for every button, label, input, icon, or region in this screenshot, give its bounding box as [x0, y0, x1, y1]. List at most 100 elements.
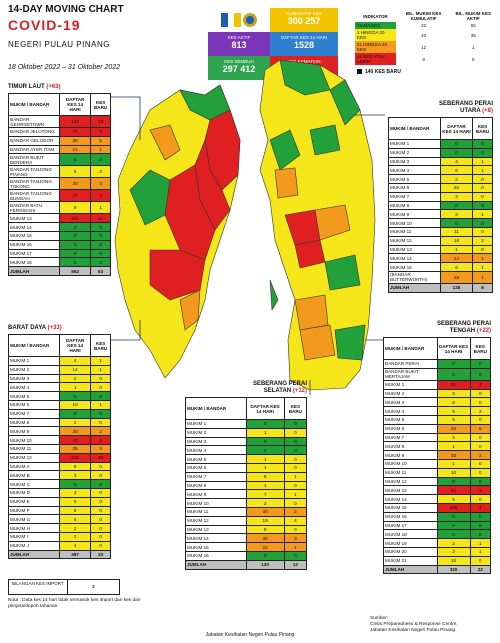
- table-row: BANDAR JELUTONG 75 8: [8, 127, 111, 137]
- cases-14d: 8: [245, 524, 285, 535]
- cases-14d: 0: [440, 200, 473, 211]
- header-cell: MUKIM / BANDAR: [8, 93, 60, 116]
- new-cases: 1: [471, 270, 494, 284]
- area-name: MUKIM 10: [8, 435, 60, 445]
- table-row: BANDAR PERAI 0 0: [383, 359, 492, 369]
- new-cases: 3: [90, 165, 111, 179]
- new-cases: 0: [471, 200, 494, 211]
- stat-tile: KES SEMBUH 297 412: [208, 56, 270, 80]
- area-name: MUKIM B: [8, 470, 60, 481]
- table-row: MUKIM 13 41 2: [383, 485, 492, 496]
- new-cases: 2: [471, 235, 494, 246]
- area-name: MUKIM 14: [8, 222, 60, 232]
- table-row: MUKIM 16 0 0: [8, 239, 111, 250]
- indicator-label: 21 HINGGA 40 KES: [355, 41, 396, 53]
- area-name: MUKIM 2: [8, 364, 60, 375]
- total-row: JUMLAH 387 33: [8, 549, 111, 560]
- header-cell: MUKIM / BANDAR: [388, 117, 441, 140]
- new-cases: 0: [471, 218, 494, 228]
- cases-14d: 24: [440, 253, 473, 264]
- cases-14d: 1: [245, 454, 285, 464]
- new-cases: 1: [471, 156, 494, 167]
- area-name: MUKIM 10: [388, 218, 441, 228]
- area-name: MUKIM 20: [383, 546, 438, 557]
- new-cases: 8: [90, 127, 111, 137]
- table-row: MUKIM 10 43 5: [8, 435, 111, 445]
- area-name: MUKIM 7: [8, 408, 60, 419]
- area-name: MUKIM 1: [185, 419, 247, 429]
- header-cell: MUKIM / BANDAR: [185, 397, 247, 420]
- cases-14d: 0: [245, 550, 285, 561]
- area-name: MUKIM 9: [8, 426, 60, 437]
- district-title: BARAT DAYA (+33): [8, 325, 108, 332]
- cases-14d: 0: [436, 476, 471, 487]
- table-row: MUKIM 15 106 4: [383, 502, 492, 513]
- area-name: BANDAR TANJONG TOKONG: [8, 177, 60, 191]
- area-name: MUKIM 11: [185, 506, 247, 517]
- new-cases: 5: [90, 435, 111, 445]
- area-name: MUKIM 4: [185, 445, 247, 456]
- area-name: MUKIM 7: [383, 432, 438, 443]
- new-cases: 0: [469, 555, 492, 566]
- cases-14d: 0: [436, 529, 471, 540]
- area-name: MUKIM 6: [8, 399, 60, 410]
- new-cases: 0: [469, 441, 492, 452]
- area-name: MUKIM D: [8, 487, 60, 498]
- area-name: MUKIM 4: [383, 406, 438, 416]
- footer: Jabatan Kesihatan Negeri Pulau Pinang: [205, 632, 295, 638]
- cases-14d: 10: [436, 467, 471, 478]
- indicator-row: 1 HINGGA 20 KES 40 36: [355, 29, 495, 41]
- table-row: MUKIM 10 2 0: [185, 498, 308, 508]
- new-cases: 1: [283, 489, 308, 500]
- cases-14d: 0: [440, 218, 473, 228]
- header-cell: KES BARU: [471, 117, 494, 140]
- area-name: MUKIM I: [8, 531, 60, 542]
- new-cases: 3: [90, 189, 111, 203]
- table-row: MUKIM 9 30 2: [8, 426, 111, 437]
- indicator-table: INDIKATOR BIL. MUKIM KES KUMULATIF BIL. MU…: [355, 10, 495, 65]
- area-name: MUKIM 12: [383, 476, 438, 487]
- district-delta: (+33): [47, 325, 62, 331]
- table-row: MUKIM 1 51 4: [383, 379, 492, 390]
- area-name: MUKIM 2: [383, 388, 438, 399]
- new-cases: 0: [471, 147, 494, 158]
- new-cases: 0: [90, 391, 111, 401]
- table-row: MUKIM 13 1 0: [388, 244, 494, 255]
- table-row: MUKIM 11 35 3: [8, 443, 111, 454]
- stat-label: DAFTAR KES 14 HARI: [280, 35, 328, 40]
- stat-label: KES SEMBUH: [224, 59, 254, 64]
- area-name: MUKIM 8: [388, 200, 441, 211]
- new-cases: 0: [469, 529, 492, 540]
- cases-14d: 35: [58, 443, 92, 454]
- cases-14d: 38: [58, 135, 92, 146]
- import-box: BILANGAN KES IMPORT 2: [8, 579, 120, 595]
- header-cell: DAFTAR KES 14 HARI: [436, 337, 471, 360]
- new-cases: 0: [90, 222, 111, 232]
- area-name: MUKIM 21: [383, 555, 438, 566]
- indicator-row: 41 KES ATAU LEBIH 9 0: [355, 53, 495, 65]
- area-name: MUKIM 10: [383, 458, 438, 469]
- total-label: JUMLAH: [388, 282, 441, 293]
- indicator-value: 0: [471, 56, 475, 62]
- table-row: MUKIM 16 0 0: [185, 550, 308, 561]
- new-cases: 0: [469, 467, 492, 478]
- area-name: MUKIM F: [8, 505, 60, 516]
- area-name: MUKIM 9: [388, 209, 441, 220]
- cases-14d: 2: [58, 373, 92, 384]
- area-name: MUKIM E: [8, 496, 60, 507]
- new-cases: 0: [469, 511, 492, 522]
- table-row: MUKIM 14 5 0: [383, 494, 492, 504]
- area-name: MUKIM 1: [8, 356, 60, 366]
- district-name: SEBERANG PERAI UTARA: [438, 101, 493, 114]
- area-name: BANDAR BUKIT MERTAJAM: [383, 367, 438, 381]
